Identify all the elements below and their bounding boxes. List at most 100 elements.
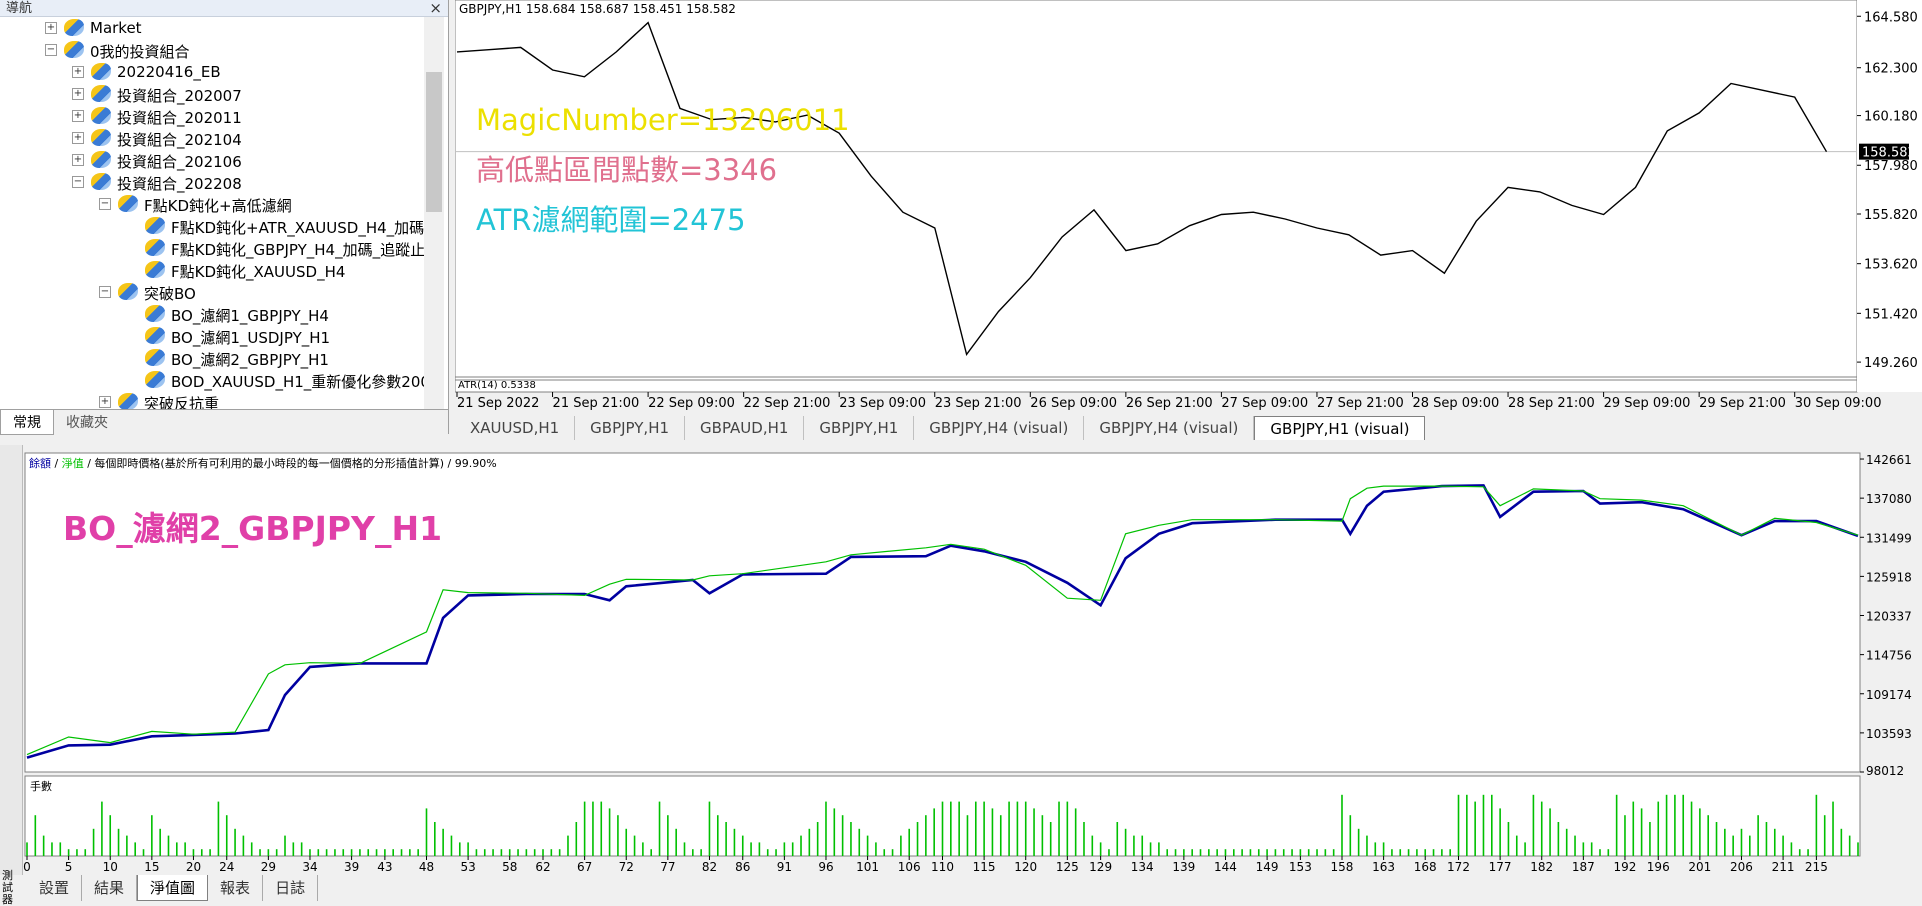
navigator-tab[interactable]: 常規 — [0, 410, 54, 435]
item-icon — [145, 371, 165, 388]
expander[interactable]: − — [72, 176, 84, 188]
plot-area — [455, 0, 1858, 393]
x-tick-label: 23 Sep 09:00 — [839, 396, 926, 411]
lot-bar — [350, 849, 353, 856]
lot-bar — [725, 822, 727, 856]
chart-tab[interactable]: GBPJPY,H1 (visual) — [1254, 416, 1426, 440]
x-tick-label: 158 — [1331, 860, 1354, 873]
item-icon — [118, 195, 138, 212]
lot-bar — [259, 849, 261, 856]
y-tick-label: 125918 — [1866, 570, 1912, 584]
x-tick-label: 115 — [973, 860, 996, 873]
expander[interactable]: + — [72, 110, 84, 122]
lot-bar — [533, 849, 536, 856]
expander[interactable]: + — [72, 88, 84, 100]
lot-bar — [442, 828, 444, 856]
lot-bar — [1349, 815, 1352, 856]
lot-bar — [999, 815, 1002, 856]
x-tick-label: 77 — [660, 860, 675, 873]
tester-tab[interactable]: 報表 — [208, 875, 264, 901]
lot-bar — [783, 842, 786, 856]
expander[interactable]: + — [72, 154, 84, 166]
x-tick-label: 134 — [1131, 860, 1154, 873]
x-tick-label: 201 — [1688, 860, 1711, 873]
tester-tab[interactable]: 淨值圖 — [137, 875, 209, 901]
expander[interactable]: + — [72, 132, 84, 144]
expander[interactable]: − — [99, 286, 111, 298]
lot-bar — [1407, 849, 1410, 856]
expander[interactable]: − — [99, 198, 111, 210]
x-tick-label: 125 — [1056, 860, 1079, 873]
item-label: BO_濾網1_GBPJPY_H4 — [171, 307, 329, 325]
lot-bar — [1640, 808, 1643, 856]
lot-bar — [650, 849, 653, 856]
tree: + Market − 0我的投資組合 +20220416_EB + 投資組合_202007 +… — [0, 17, 424, 409]
item-label: 投資組合_202104 — [117, 131, 242, 149]
legend-separator: / — [51, 457, 62, 470]
current-price-label: 158.582 — [1862, 146, 1916, 161]
lot-bar — [658, 801, 661, 856]
current-price-tag — [1859, 143, 1909, 160]
chart-tab[interactable]: GBPAUD,H1 — [685, 416, 805, 440]
lot-bar — [808, 828, 811, 856]
lot-bar — [1599, 849, 1601, 856]
chart-tab[interactable]: XAUUSD,H1 — [455, 416, 576, 440]
expander[interactable]: + — [45, 22, 57, 34]
lot-bar — [1557, 822, 1560, 856]
item-label: Market — [90, 19, 142, 37]
tester-tab[interactable]: 結果 — [82, 875, 138, 901]
close-button[interactable]: × — [429, 0, 442, 17]
tester-tab[interactable]: 設置 — [27, 875, 83, 901]
chart-tab[interactable]: GBPJPY,H1 — [575, 416, 686, 440]
lot-bar — [1041, 815, 1044, 856]
lot-bar — [508, 849, 511, 856]
lot-bar — [1732, 835, 1734, 856]
lot-bar — [117, 828, 120, 856]
expander[interactable]: − — [45, 44, 57, 56]
x-tick-label: 168 — [1414, 860, 1437, 873]
x-tick-label: 72 — [619, 860, 634, 873]
x-tick-label: 192 — [1614, 860, 1637, 873]
item-icon — [91, 151, 111, 168]
tester-tab[interactable]: 日誌 — [263, 875, 319, 901]
lot-bar — [1382, 842, 1385, 856]
legend-entry: 淨值 — [62, 457, 84, 470]
x-tick-label: 139 — [1172, 860, 1195, 873]
expander[interactable]: + — [99, 396, 111, 408]
chart-tab[interactable]: GBPJPY,H4 (visual) — [1084, 416, 1255, 440]
x-tick-label: 144 — [1214, 860, 1237, 873]
lot-bar — [325, 849, 328, 856]
lot-bar — [950, 801, 952, 856]
item-label: F點KD鈍化+高低濾網 — [144, 197, 292, 215]
x-tick-label: 86 — [735, 860, 750, 873]
lot-bar — [700, 849, 702, 856]
chart-tab[interactable]: GBPJPY,H4 (visual) — [914, 416, 1085, 440]
lot-bar — [1840, 828, 1843, 856]
navigator-tab[interactable]: 收藏夾 — [66, 415, 108, 431]
chart-tab[interactable]: GBPJPY,H1 — [804, 416, 915, 440]
lot-bar — [76, 849, 78, 856]
item-icon — [145, 261, 165, 278]
lot-bar — [1457, 794, 1460, 856]
x-tick-label: 182 — [1530, 860, 1553, 873]
lot-bar — [1307, 849, 1310, 856]
side-strip — [0, 445, 23, 875]
lot-bar — [317, 849, 320, 856]
chart-tabs: XAUUSD,H1 GBPJPY,H1 GBPAUD,H1 GBPJPY,H1 GBPJ… — [455, 416, 1426, 440]
lot-bar — [983, 801, 985, 856]
lot-bar — [941, 801, 944, 856]
expander[interactable]: + — [72, 66, 84, 78]
lot-bar — [92, 828, 95, 856]
item-icon — [118, 393, 138, 409]
scroll-thumb[interactable] — [426, 72, 442, 212]
x-tick-label: 82 — [702, 860, 717, 873]
lot-bar — [1482, 794, 1485, 856]
lot-bar — [1191, 849, 1193, 856]
item-label: BO_濾網2_GBPJPY_H1 — [171, 351, 329, 369]
lot-bar — [883, 849, 886, 856]
lot-bar — [67, 849, 70, 856]
lot-bar — [1058, 801, 1060, 856]
legend-separator: / — [84, 457, 95, 470]
lot-bar — [1682, 794, 1685, 856]
y-tick-label: 109174 — [1866, 688, 1912, 702]
